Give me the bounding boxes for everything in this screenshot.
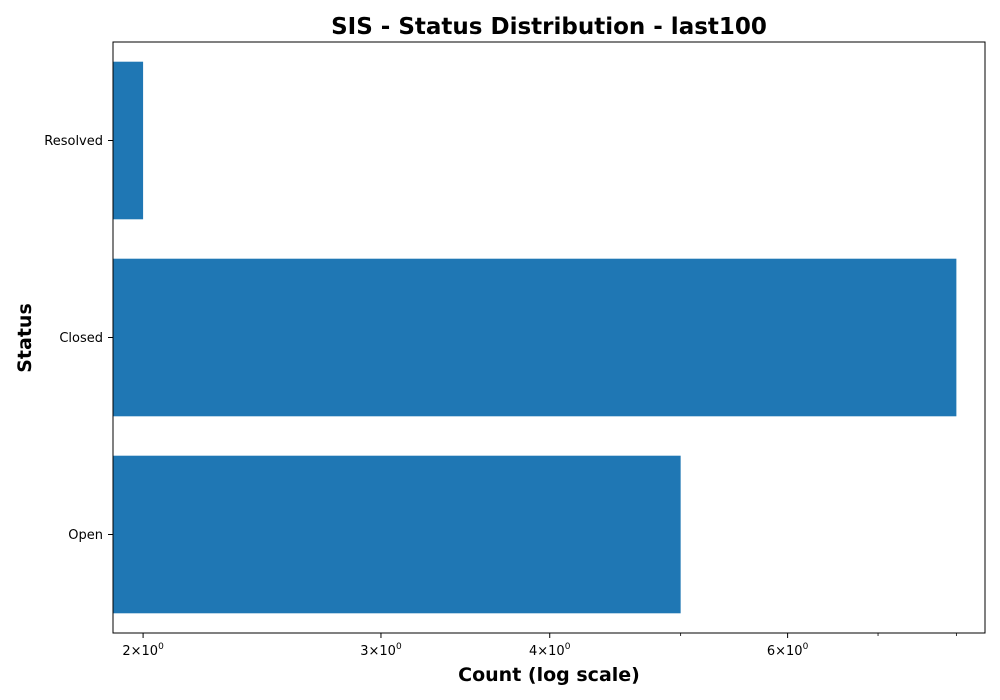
- y-tick-label-resolved: Resolved: [44, 134, 103, 149]
- bar-open: [113, 455, 681, 614]
- x-tick-label: 6×100: [767, 642, 809, 659]
- y-axis-label: Status: [14, 303, 36, 373]
- x-axis-label: Count (log scale): [458, 664, 640, 686]
- x-tick-label: 3×100: [360, 642, 402, 659]
- plot-frame: [112, 41, 986, 634]
- plot-area: Open Closed Resolved 2×100 3×100 4×100 6×100: [44, 41, 986, 659]
- y-tick-label-open: Open: [68, 528, 103, 543]
- chart-title: SIS - Status Distribution - last100: [331, 14, 767, 40]
- y-tick-label-closed: Closed: [59, 331, 103, 346]
- x-tick-label: 2×100: [122, 642, 164, 659]
- bar-resolved: [113, 61, 144, 220]
- x-tick-label: 4×100: [529, 642, 571, 659]
- bar-closed: [113, 258, 957, 417]
